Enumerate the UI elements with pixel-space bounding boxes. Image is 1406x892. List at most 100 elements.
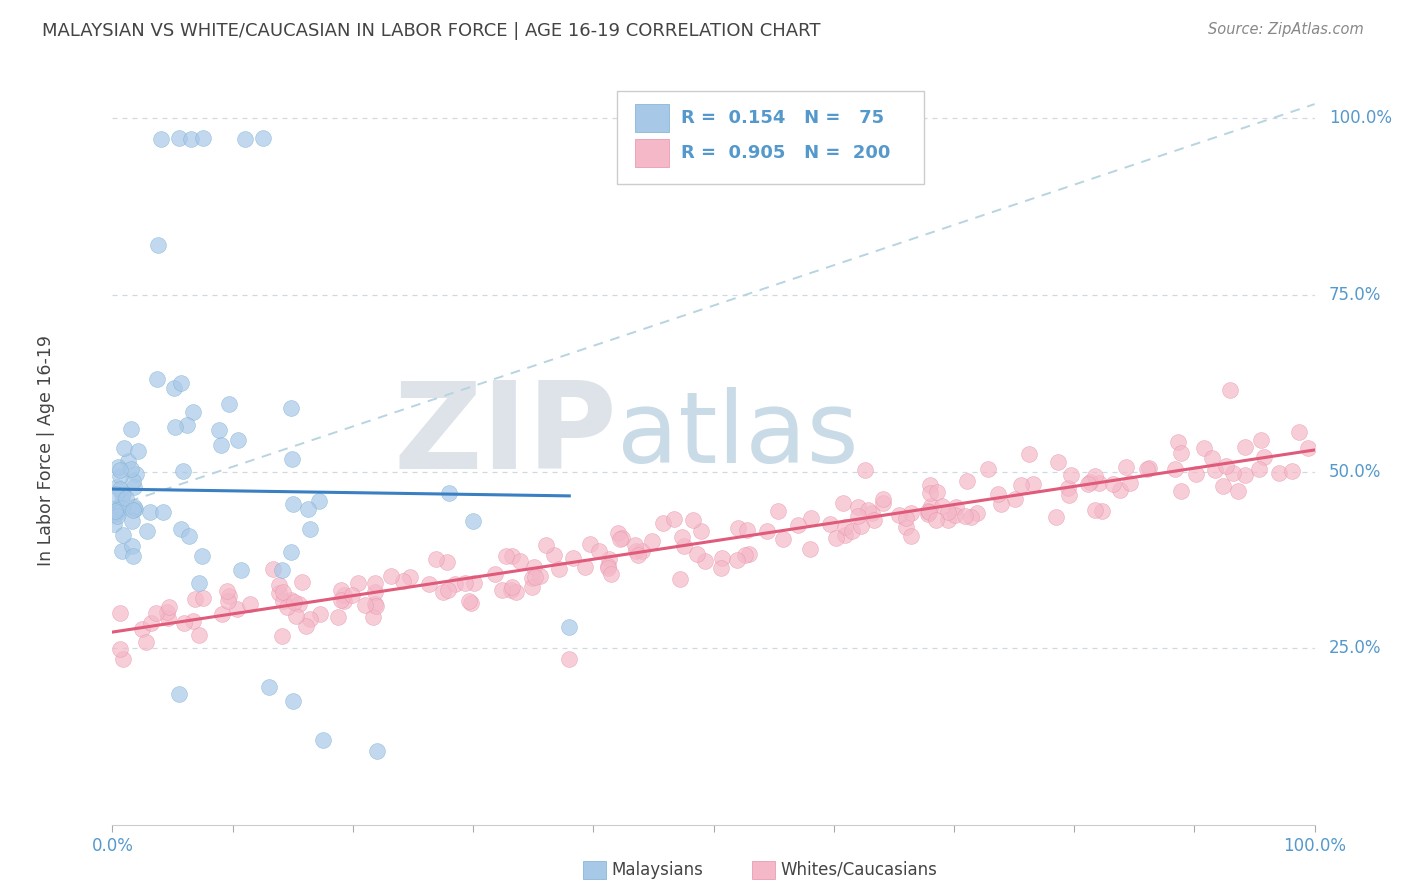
Point (860, 507, 883, 521)
Point (308, 607, 330, 621)
Point (291, 575, 314, 590)
Point (943, 508, 966, 522)
Point (104, 507, 127, 521)
Point (1119, 475, 1142, 490)
Point (361, 610, 384, 624)
Point (135, 524, 157, 538)
Point (444, 577, 467, 591)
Point (931, 499, 953, 513)
Point (887, 508, 910, 522)
Point (834, 520, 856, 534)
Point (460, 596, 482, 610)
Point (520, 581, 543, 595)
Point (354, 598, 377, 612)
Point (120, 462, 142, 476)
Text: Whites/Caucasians: Whites/Caucasians (780, 861, 938, 879)
Point (267, 577, 290, 591)
Point (853, 463, 876, 477)
Point (1101, 477, 1123, 491)
Point (917, 504, 939, 518)
Point (262, 562, 284, 576)
Point (208, 423, 231, 437)
Point (271, 594, 294, 608)
Point (167, 687, 190, 701)
Point (364, 575, 387, 590)
Point (609, 532, 631, 546)
Point (1084, 469, 1107, 483)
Point (281, 694, 304, 708)
Point (131, 622, 153, 636)
Point (176, 417, 198, 432)
Point (342, 588, 364, 602)
Point (239, 597, 262, 611)
Point (1164, 462, 1187, 476)
Point (1057, 488, 1080, 502)
Point (211, 607, 233, 621)
Text: atlas: atlas (617, 387, 859, 484)
Point (110, 488, 132, 502)
Point (1136, 462, 1159, 476)
Point (818, 516, 841, 531)
Point (329, 592, 352, 607)
Point (1045, 509, 1067, 524)
Point (454, 575, 477, 590)
Point (364, 597, 387, 611)
Point (436, 556, 458, 570)
Point (1234, 440, 1257, 454)
Point (772, 532, 794, 546)
Point (1281, 463, 1303, 477)
Point (925, 513, 948, 527)
Point (112, 441, 135, 455)
Text: R =  0.154   N =   75: R = 0.154 N = 75 (681, 109, 884, 127)
Point (366, 599, 388, 614)
Point (548, 562, 571, 576)
Point (283, 595, 305, 609)
Point (756, 524, 779, 539)
Point (121, 474, 143, 488)
Point (105, 486, 128, 500)
Point (173, 615, 195, 630)
Point (800, 511, 823, 525)
Point (673, 539, 696, 553)
Point (1215, 458, 1237, 473)
Point (1204, 463, 1226, 477)
Point (1249, 462, 1271, 476)
Point (848, 500, 870, 514)
Point (1137, 461, 1160, 475)
Point (332, 594, 354, 608)
Point (627, 548, 650, 562)
Point (1250, 434, 1272, 448)
Point (149, 132, 172, 146)
Text: 25.0%: 25.0% (1329, 640, 1382, 657)
Point (711, 551, 734, 566)
Point (188, 576, 211, 591)
Point (1087, 475, 1109, 490)
Point (734, 549, 756, 563)
Point (920, 499, 942, 513)
Point (163, 381, 186, 395)
Point (624, 538, 647, 552)
Text: Malaysians: Malaysians (612, 861, 703, 879)
Point (280, 593, 302, 607)
Point (284, 608, 307, 623)
Point (689, 524, 711, 538)
Point (167, 131, 190, 145)
Point (945, 500, 967, 514)
Point (347, 575, 370, 590)
Text: Source: ZipAtlas.com: Source: ZipAtlas.com (1208, 22, 1364, 37)
Point (1194, 441, 1216, 455)
Point (738, 547, 761, 561)
Point (257, 680, 280, 694)
Point (121, 514, 143, 528)
Point (858, 503, 880, 517)
Point (872, 491, 894, 506)
Point (786, 517, 808, 532)
Point (267, 586, 290, 600)
Point (298, 612, 321, 626)
Point (329, 582, 352, 597)
Point (104, 504, 127, 518)
Point (392, 574, 415, 589)
Point (366, 744, 388, 758)
Point (735, 523, 758, 537)
Point (509, 553, 531, 567)
